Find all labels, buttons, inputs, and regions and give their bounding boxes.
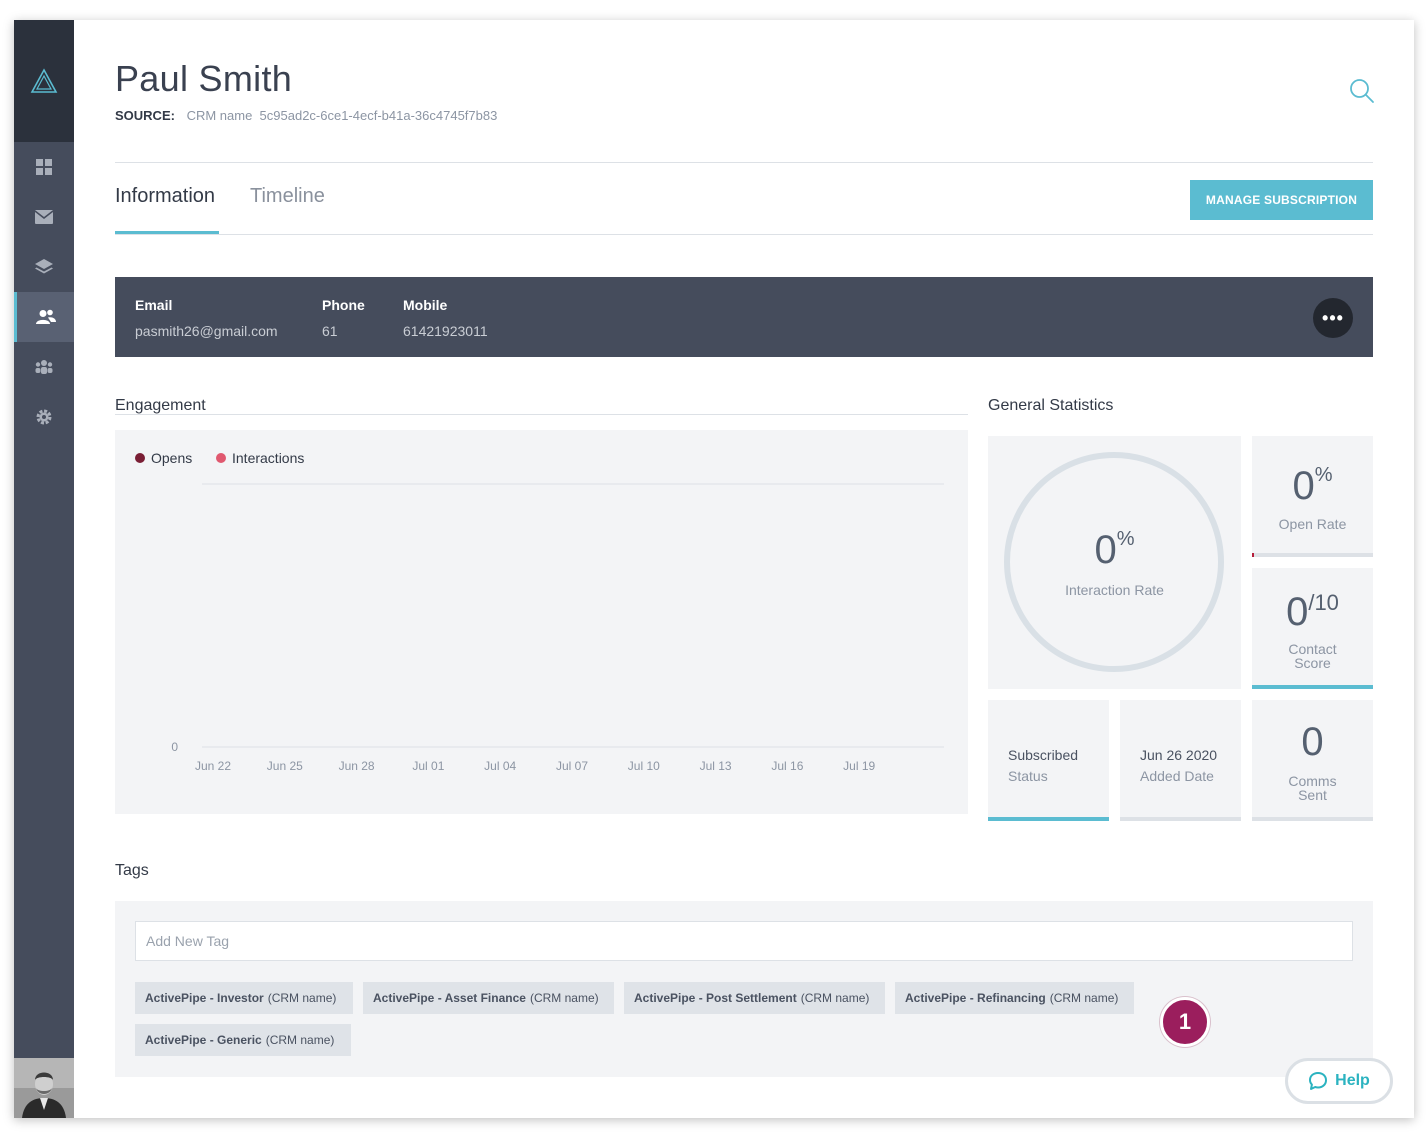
added-date-bar	[1120, 817, 1241, 821]
app-window: Paul Smith SOURCE: CRM name 5c95ad2c-6ce…	[14, 20, 1414, 1118]
logo-triangle-icon	[30, 68, 58, 93]
tag-asset-finance[interactable]: ActivePipe - Asset Finance (CRM name)	[363, 982, 614, 1014]
engagement-chart-panel: Opens Interactions Jun 22 Jun 25 Jun 28 Jul…	[115, 430, 968, 814]
open-rate-marker	[1252, 553, 1254, 557]
subscribed-status-text: Subscribed Status	[1008, 747, 1079, 784]
tabs-divider	[115, 234, 1373, 235]
x-tick-label: Jul 13	[700, 759, 732, 773]
groups-icon	[35, 360, 53, 374]
sidebar-item-contacts[interactable]	[14, 292, 74, 342]
interaction-rate-value: 0%	[1094, 528, 1135, 572]
sidebar-item-settings[interactable]	[14, 392, 74, 442]
contact-details-bar: Email pasmith26@gmail.com Phone 61 Mobil…	[115, 277, 1373, 357]
phone-label: Phone	[322, 297, 365, 313]
open-rate-label: Open Rate	[1278, 516, 1347, 532]
mobile-field: Mobile 61421923011	[403, 297, 488, 339]
legend-label-opens: Opens	[151, 450, 193, 466]
email-field: Email pasmith26@gmail.com	[135, 297, 278, 339]
added-date-text: Jun 26 2020 Added Date	[1140, 747, 1218, 784]
x-tick-label: Jul 07	[556, 759, 588, 773]
sidebar-item-groups[interactable]	[14, 342, 74, 392]
search-button[interactable]	[1347, 76, 1377, 106]
sidebar	[14, 20, 74, 1118]
comms-sent-card: 0 Comms Sent	[1252, 700, 1373, 821]
tab-information[interactable]: Information	[115, 185, 216, 207]
email-value[interactable]: pasmith26@gmail.com	[135, 323, 278, 339]
tag-generic[interactable]: ActivePipe - Generic (CRM name)	[135, 1024, 351, 1056]
add-tag-input[interactable]	[135, 921, 1353, 961]
x-tick-label: Jun 22	[195, 759, 231, 773]
contact-source: SOURCE: CRM name 5c95ad2c-6ce1-4ecf-b41a…	[115, 108, 497, 123]
engagement-title: Engagement	[115, 397, 206, 414]
phone-value[interactable]: 61	[322, 323, 338, 339]
contact-score-label: Contact Score	[1288, 641, 1337, 671]
grid-icon	[36, 159, 52, 175]
phone-field: Phone 61	[322, 297, 365, 339]
interaction-rate-card: 0% Interaction Rate	[988, 436, 1241, 689]
opens-dot-icon	[135, 453, 145, 463]
contact-score-bar	[1252, 685, 1373, 689]
tag-refinancing[interactable]: ActivePipe - Refinancing (CRM name)	[895, 982, 1134, 1014]
user-avatar[interactable]	[14, 1058, 74, 1118]
x-tick-label: Jun 25	[267, 759, 303, 773]
contact-score-value: 0/10	[1286, 590, 1339, 634]
sidebar-item-mail[interactable]	[14, 192, 74, 242]
more-options-button[interactable]: •••	[1313, 298, 1353, 338]
open-rate-card: 0% Open Rate	[1252, 436, 1373, 557]
engagement-divider	[115, 414, 968, 415]
manage-subscription-button[interactable]: MANAGE SUBSCRIPTION	[1190, 180, 1373, 220]
header-divider	[115, 162, 1373, 163]
gear-icon	[36, 409, 52, 425]
comms-sent-value: 0	[1301, 720, 1324, 764]
comms-sent-label: Comms Sent	[1288, 773, 1337, 803]
open-rate-value: 0%	[1292, 464, 1333, 508]
contacts-icon	[35, 309, 56, 324]
legend-item-opens[interactable]: Opens	[135, 450, 192, 466]
tags-title: Tags	[115, 862, 149, 879]
email-label: Email	[135, 297, 173, 313]
x-tick-label: Jun 28	[339, 759, 375, 773]
tag-investor[interactable]: ActivePipe - Investor (CRM name)	[135, 982, 353, 1014]
x-tick-label: Jul 16	[771, 759, 803, 773]
help-button[interactable]: Help	[1285, 1058, 1393, 1104]
sidebar-item-layers[interactable]	[14, 242, 74, 292]
step-badge: 1	[1160, 997, 1210, 1047]
source-label: SOURCE:	[115, 108, 175, 123]
legend-label-interactions: Interactions	[232, 450, 305, 466]
x-tick-label: Jul 10	[628, 759, 660, 773]
interactions-dot-icon	[216, 453, 226, 463]
tab-timeline[interactable]: Timeline	[250, 185, 325, 207]
legend-item-interactions[interactable]: Interactions	[216, 450, 304, 466]
x-tick-label: Jul 04	[484, 759, 516, 773]
added-date-card: Jun 26 2020 Added Date	[1120, 700, 1241, 821]
contact-score-card: 0/10 Contact Score	[1252, 568, 1373, 689]
source-value: CRM name 5c95ad2c-6ce1-4ecf-b41a-36c4745…	[186, 108, 498, 123]
general-statistics-title: General Statistics	[988, 397, 1114, 414]
open-rate-bar	[1252, 553, 1373, 557]
interaction-rate-ring	[1004, 452, 1224, 672]
subscribed-status-bar	[988, 817, 1109, 821]
mobile-value[interactable]: 61421923011	[403, 323, 488, 339]
avatar-photo-icon	[14, 1058, 74, 1118]
help-label: Help	[1335, 1072, 1370, 1089]
interaction-rate-label: Interaction Rate	[1065, 582, 1164, 598]
active-tab-indicator	[115, 231, 219, 234]
layers-icon	[35, 259, 53, 274]
main-content: Paul Smith SOURCE: CRM name 5c95ad2c-6ce…	[74, 20, 1414, 1118]
tag-post-settlement[interactable]: ActivePipe - Post Settlement (CRM name)	[624, 982, 885, 1014]
contact-name: Paul Smith	[115, 58, 293, 99]
x-tick-label: Jul 19	[843, 759, 875, 773]
app-logo[interactable]	[14, 20, 74, 142]
tags-panel: ActivePipe - Investor(CRM name) ActivePi…	[115, 901, 1373, 1077]
search-icon	[1350, 79, 1374, 103]
chat-bubble-icon	[1309, 1072, 1328, 1090]
subscribed-status-card: Subscribed Status	[988, 700, 1109, 821]
mobile-label: Mobile	[403, 297, 448, 313]
envelope-icon	[35, 210, 53, 224]
comms-sent-bar	[1252, 817, 1373, 821]
sidebar-item-dashboard[interactable]	[14, 142, 74, 192]
engagement-chart: Jun 22 Jun 25 Jun 28 Jul 01 Jul 04 Jul 07 Jul …	[171, 483, 944, 773]
x-tick-label: Jul 01	[412, 759, 444, 773]
y-tick-label: 0	[171, 740, 178, 754]
